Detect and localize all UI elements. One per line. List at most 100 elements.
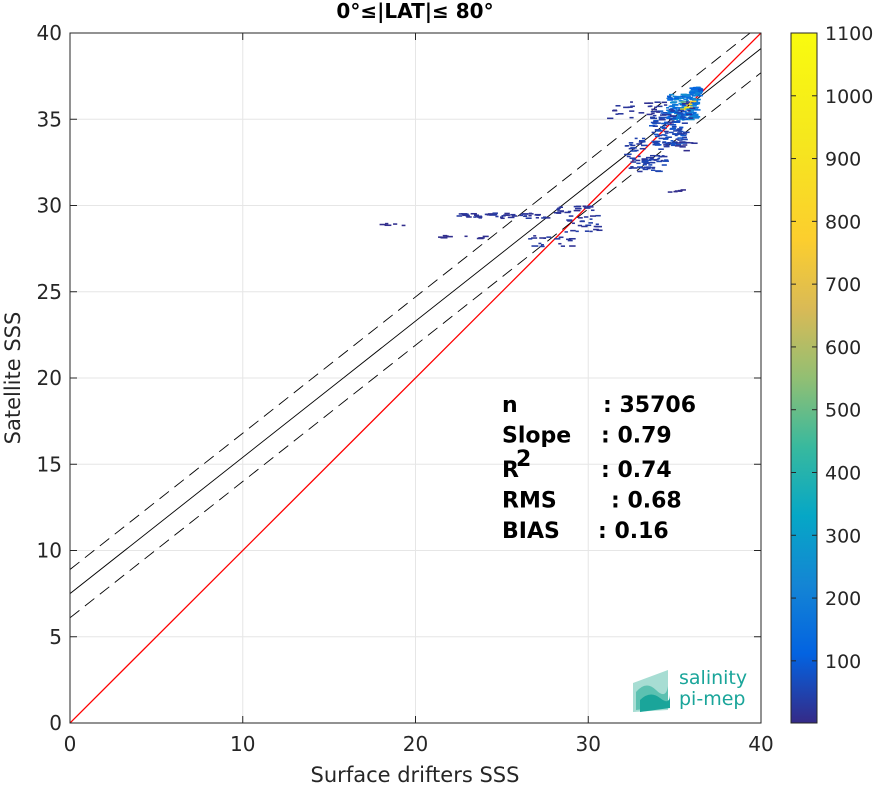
density-cell (657, 157, 661, 160)
density-cell (647, 161, 653, 164)
density-cell (685, 106, 690, 109)
density-cell (668, 131, 674, 134)
density-cell (652, 141, 659, 144)
density-cell (660, 159, 664, 162)
density-cell (650, 116, 654, 119)
density-cell (539, 245, 545, 248)
density-cell (583, 207, 590, 209)
colorbar-tick-label: 900 (825, 149, 861, 171)
density-cell (695, 94, 698, 96)
density-cell (689, 111, 694, 114)
density-cell (681, 138, 688, 141)
density-cell (664, 121, 670, 124)
stat-superscript: 2 (516, 447, 531, 472)
density-cell (674, 98, 680, 101)
density-cell (661, 164, 667, 166)
density-cell (625, 145, 630, 147)
density-cell (662, 127, 667, 130)
density-cell (656, 105, 663, 108)
density-cell (671, 110, 679, 112)
density-cell (675, 143, 682, 146)
density-cell (666, 112, 671, 114)
density-cell (615, 113, 619, 115)
density-cell (577, 224, 583, 227)
density-cell (663, 145, 670, 148)
density-cell (659, 118, 666, 121)
y-tick-label: 25 (37, 280, 62, 304)
density-cell (504, 212, 510, 215)
density-cell (499, 216, 504, 218)
y-tick-label: 15 (37, 452, 62, 476)
density-cell (651, 140, 658, 143)
stat-value: : 0.79 (601, 424, 672, 449)
density-cell (676, 142, 681, 144)
density-cell (694, 106, 699, 109)
density-cell (668, 108, 674, 111)
density-cell (691, 90, 697, 93)
density-cell (442, 234, 448, 237)
y-tick-label: 40 (37, 21, 62, 45)
density-cell (575, 230, 579, 233)
density-cell (672, 141, 678, 143)
density-cell (680, 95, 686, 98)
density-cell (653, 108, 658, 111)
density-cell (690, 87, 697, 89)
density-cell (567, 220, 573, 222)
density-cell (566, 238, 572, 241)
density-cell (643, 162, 650, 164)
density-cell (651, 167, 655, 169)
density-cell (677, 128, 683, 130)
density-cell (630, 161, 637, 163)
density-cell (689, 110, 695, 112)
density-cell (678, 130, 684, 133)
density-cell (593, 225, 599, 228)
density-cell (670, 144, 676, 147)
density-cell (667, 99, 674, 101)
density-cell (684, 109, 691, 111)
density-cell (478, 217, 483, 219)
density-cell (657, 134, 662, 137)
y-tick-label: 0 (49, 711, 62, 735)
density-cell (464, 214, 470, 216)
density-cell (677, 109, 684, 112)
density-cell (686, 97, 692, 99)
density-cell (641, 158, 648, 161)
density-cell (564, 211, 571, 214)
density-cell (671, 143, 677, 145)
density-cell (665, 143, 672, 145)
density-cell (593, 228, 599, 231)
density-cell (642, 140, 646, 143)
density-cell (595, 223, 599, 226)
density-cell (641, 159, 649, 162)
density-cell (673, 190, 678, 193)
density-cell (533, 235, 537, 237)
density-cell (672, 105, 676, 108)
density-cell (695, 87, 702, 89)
density-cell (677, 113, 684, 115)
density-cell (691, 142, 698, 145)
density-cell (666, 116, 671, 118)
density-cell (674, 142, 678, 145)
density-cell (651, 108, 656, 111)
density-cell (629, 157, 636, 160)
density-cell (694, 91, 699, 94)
density-cell (624, 153, 629, 156)
density-cell (686, 113, 693, 116)
density-cell (672, 133, 678, 135)
density-cell (629, 116, 634, 119)
density-cell (676, 120, 681, 122)
density-cell (567, 210, 572, 213)
density-cell (639, 139, 646, 142)
density-cell (634, 137, 638, 140)
x-tick-label: 0 (64, 732, 77, 756)
colorbar-tick-label: 300 (825, 525, 861, 547)
stat-value: : 0.16 (598, 519, 669, 544)
density-cell (661, 127, 665, 130)
colorbar-tick-label: 600 (825, 337, 861, 359)
density-cell (589, 230, 593, 233)
density-cell (630, 101, 633, 103)
density-cell (666, 117, 672, 120)
density-cell (667, 121, 674, 124)
density-cell (677, 132, 682, 134)
